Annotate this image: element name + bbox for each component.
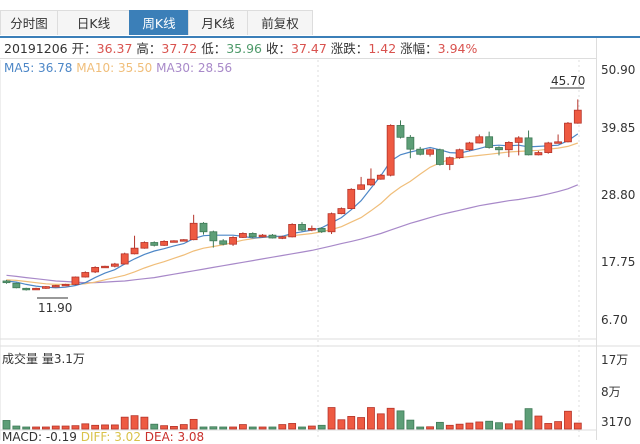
tab-forward-adjusted[interactable]: 前复权: [247, 10, 313, 35]
volume-title: 成交量 量3.1万: [2, 350, 85, 367]
svg-text:11.90: 11.90: [38, 301, 72, 315]
volume-bars: [2, 407, 582, 430]
open-value: 36.37: [96, 41, 133, 56]
volume-tick-label: 8万: [601, 385, 621, 399]
change-value: 1.42: [368, 41, 397, 56]
axis-divider: [596, 38, 597, 440]
high-label: 高：: [136, 41, 162, 56]
tab-monthly-k[interactable]: 月K线: [188, 10, 248, 35]
volume-label: 成交量: [2, 352, 39, 366]
price-tick-label: 6.70: [601, 313, 628, 327]
volume-tick-label: 3170: [601, 415, 632, 429]
low-label: 低：: [201, 41, 227, 56]
price-tick-label: 17.75: [601, 255, 636, 269]
tab-intraday[interactable]: 分时图: [0, 10, 58, 35]
pct-label: 涨幅：: [400, 41, 438, 56]
ma-legend: MA5: 36.78 MA10: 35.50 MA30: 28.56: [4, 61, 232, 75]
price-tick-label: 50.90: [601, 63, 636, 77]
grid-lines: [0, 60, 640, 440]
high-value: 37.72: [161, 41, 198, 56]
ma30-legend: MA30: 28.56: [156, 61, 233, 75]
tab-weekly-k[interactable]: 周K线: [129, 10, 189, 35]
ma5-legend: MA5: 36.78: [4, 61, 73, 75]
period-tabs: 分时图 日K线 周K线 月K线 前复权: [0, 10, 313, 36]
volume-current: 量3.1万: [41, 352, 85, 366]
low-value: 35.96: [226, 41, 263, 56]
svg-text:45.70: 45.70: [551, 74, 585, 88]
change-label: 涨跌：: [330, 41, 369, 56]
close-value: 37.47: [291, 41, 327, 56]
date-value: 20191206: [4, 41, 68, 56]
ma-lines: [6, 133, 579, 289]
close-label: 收：: [266, 41, 292, 56]
ohlc-info-bar: 20191206 开：36.37 高：37.72 低：35.96 收：37.47…: [0, 38, 596, 59]
pct-value: 3.94%: [437, 41, 478, 56]
tab-underline: [0, 36, 640, 38]
ma10-legend: MA10: 35.50: [76, 61, 153, 75]
price-tick-label: 28.80: [601, 188, 636, 202]
candlesticks: [2, 99, 582, 291]
volume-tick-label: 17万: [601, 353, 629, 367]
price-tick-label: 39.85: [601, 121, 636, 135]
annotations: 45.70 11.90: [37, 74, 585, 315]
open-label: 开：: [71, 41, 97, 56]
tab-daily-k[interactable]: 日K线: [57, 10, 130, 35]
